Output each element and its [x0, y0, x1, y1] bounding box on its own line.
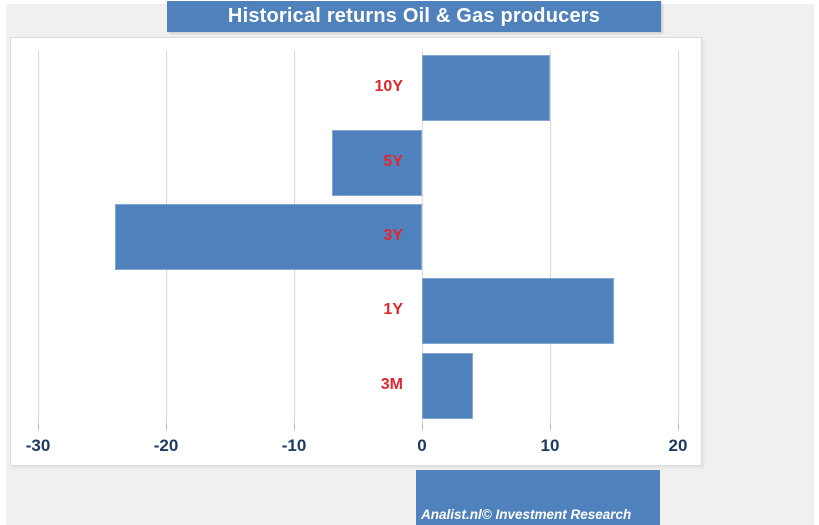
category-label-3m: 3M	[380, 375, 403, 393]
axis-tick-mark	[166, 423, 167, 430]
bar-3y	[114, 204, 422, 270]
axis-tick-mark	[678, 423, 679, 430]
category-label-1y: 1Y	[383, 301, 403, 319]
gridline-x-0	[422, 51, 423, 423]
bar-1y	[422, 278, 614, 345]
gridline-x-20	[678, 51, 679, 423]
plot-area: -30 -20 -10 0 10 20 10Y 5Y 3Y 1Y 3M	[10, 37, 702, 466]
bar-10y	[422, 55, 550, 122]
category-label-10y: 10Y	[374, 78, 403, 96]
bar-5y	[332, 129, 422, 196]
x-axis-tick-label: -10	[281, 436, 307, 455]
gridline-x-10	[550, 51, 551, 423]
footer-credit: Analist.nl© Investment Research	[421, 507, 632, 522]
axis-tick-mark	[422, 423, 423, 430]
category-label-5y: 5Y	[383, 152, 403, 170]
axis-tick-mark	[550, 423, 551, 430]
x-axis-tick-label: -30	[25, 436, 51, 455]
category-label-3y: 3Y	[383, 227, 403, 244]
bar-3m	[422, 352, 474, 419]
x-axis-tick-label: 0	[417, 436, 427, 455]
gridline-x--30	[38, 51, 39, 423]
axis-tick-mark	[38, 423, 39, 430]
footer-banner: Analist.nl© Investment Research	[416, 470, 660, 525]
x-axis-tick-label: 10	[540, 436, 560, 455]
chart-title: Historical returns Oil & Gas producers	[167, 1, 661, 32]
x-axis-tick-label: 20	[668, 436, 688, 455]
axis-tick-mark	[294, 423, 295, 430]
x-axis-tick-label: -20	[153, 436, 179, 455]
